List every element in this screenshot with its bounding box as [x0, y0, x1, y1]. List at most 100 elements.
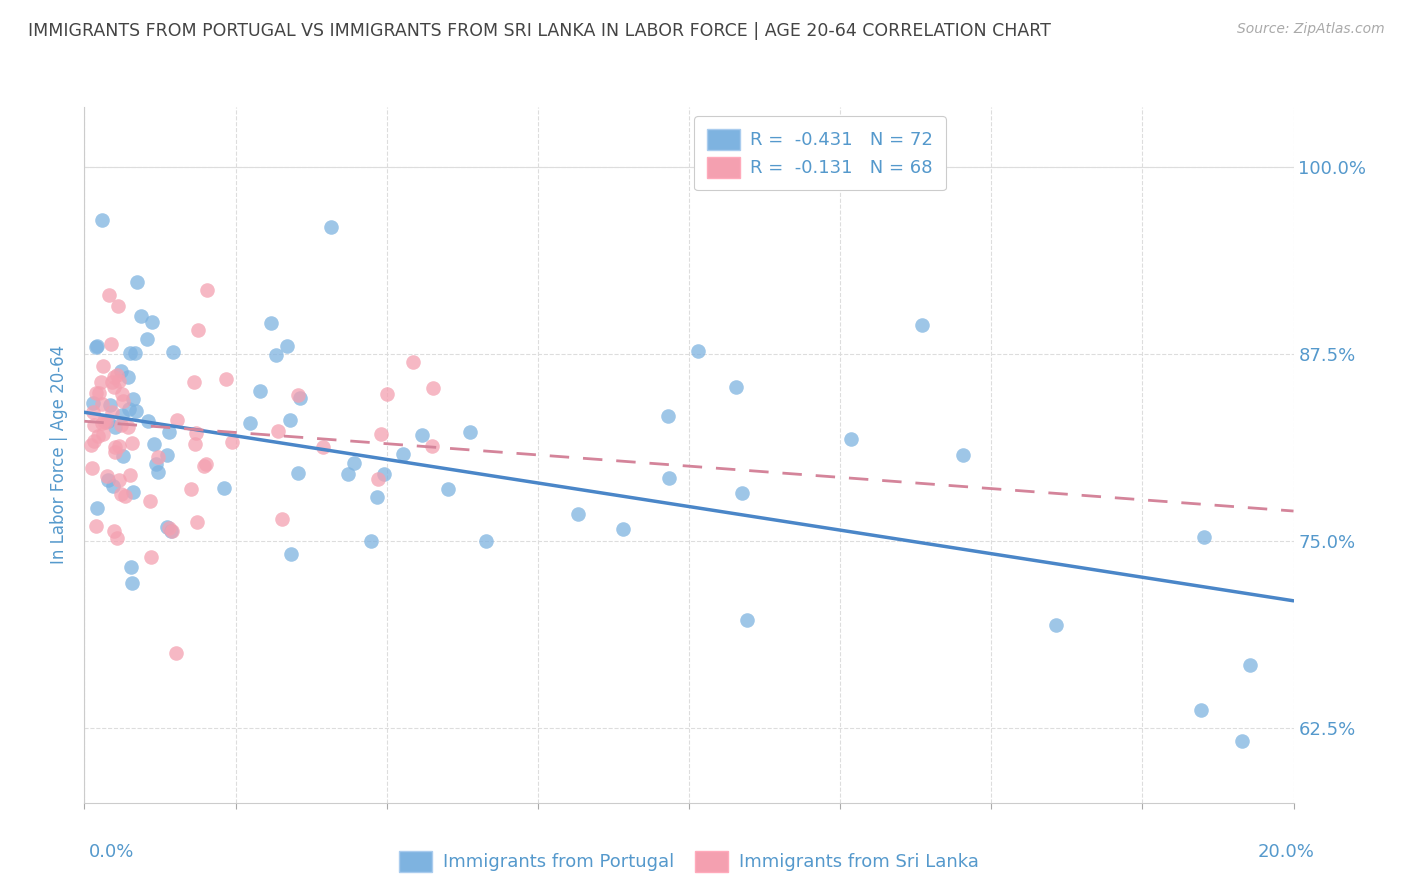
Point: [145, 457, 167, 471]
Point: [658, 471, 681, 485]
Point: [214, 372, 236, 386]
Point: [136, 332, 159, 346]
Point: [1189, 703, 1212, 717]
Point: [841, 432, 863, 446]
Point: [141, 315, 163, 329]
Point: [1230, 734, 1253, 748]
Point: [125, 275, 148, 289]
Point: [312, 440, 335, 454]
Point: [82, 405, 104, 419]
Point: [420, 439, 443, 453]
Point: [108, 374, 131, 388]
Point: [186, 515, 208, 529]
Point: [103, 370, 125, 384]
Point: [121, 576, 143, 591]
Point: [367, 472, 389, 486]
Point: [195, 283, 218, 297]
Point: [186, 426, 208, 441]
Point: [370, 427, 392, 442]
Point: [157, 425, 180, 439]
Point: [87, 385, 110, 400]
Point: [1192, 530, 1215, 544]
Point: [343, 456, 366, 470]
Point: [108, 473, 131, 487]
Point: [91, 359, 114, 373]
Point: [90, 213, 112, 227]
Point: [84, 385, 107, 400]
Point: [110, 417, 132, 432]
Point: [612, 522, 634, 536]
Legend: Immigrants from Portugal, Immigrants from Sri Lanka: Immigrants from Portugal, Immigrants fro…: [387, 838, 991, 884]
Point: [267, 424, 290, 438]
Point: [686, 343, 709, 358]
Point: [96, 415, 118, 429]
Point: [141, 550, 163, 565]
Point: [84, 519, 107, 533]
Point: [475, 534, 498, 549]
Point: [105, 368, 128, 383]
Point: [567, 507, 589, 521]
Point: [183, 375, 205, 389]
Point: [98, 398, 121, 412]
Point: [110, 487, 132, 501]
Point: [162, 345, 184, 359]
Point: [97, 473, 120, 487]
Point: [276, 338, 298, 352]
Point: [129, 309, 152, 323]
Point: [103, 380, 125, 394]
Point: [124, 345, 146, 359]
Point: [373, 467, 395, 481]
Point: [911, 318, 934, 332]
Point: [110, 364, 132, 378]
Point: [83, 434, 105, 449]
Point: [121, 485, 143, 500]
Point: [165, 646, 187, 660]
Point: [91, 426, 114, 441]
Text: 0.0%: 0.0%: [89, 843, 134, 861]
Point: [657, 409, 679, 424]
Point: [120, 468, 142, 483]
Text: Source: ZipAtlas.com: Source: ZipAtlas.com: [1237, 22, 1385, 37]
Text: 20.0%: 20.0%: [1258, 843, 1315, 861]
Point: [1239, 657, 1261, 672]
Point: [111, 449, 134, 463]
Point: [264, 348, 287, 362]
Point: [87, 429, 110, 443]
Point: [278, 412, 301, 426]
Point: [96, 468, 118, 483]
Point: [159, 524, 181, 538]
Point: [90, 416, 112, 430]
Point: [195, 457, 218, 471]
Point: [737, 613, 759, 627]
Point: [84, 340, 107, 354]
Point: [90, 376, 112, 390]
Point: [111, 386, 134, 401]
Point: [157, 521, 180, 535]
Point: [422, 381, 444, 395]
Point: [287, 466, 309, 480]
Point: [121, 436, 143, 450]
Point: [118, 402, 141, 417]
Point: [82, 396, 104, 410]
Point: [136, 414, 159, 428]
Point: [111, 408, 134, 422]
Point: [93, 414, 115, 428]
Point: [952, 448, 974, 462]
Point: [146, 450, 169, 464]
Point: [156, 519, 179, 533]
Point: [260, 316, 283, 330]
Point: [1045, 618, 1067, 632]
Point: [86, 500, 108, 515]
Point: [184, 436, 207, 450]
Point: [366, 490, 388, 504]
Point: [249, 384, 271, 398]
Point: [101, 479, 124, 493]
Point: [271, 512, 294, 526]
Point: [125, 404, 148, 418]
Point: [114, 489, 136, 503]
Point: [103, 524, 125, 538]
Point: [80, 461, 103, 475]
Point: [239, 416, 262, 430]
Point: [118, 346, 141, 360]
Point: [288, 391, 311, 405]
